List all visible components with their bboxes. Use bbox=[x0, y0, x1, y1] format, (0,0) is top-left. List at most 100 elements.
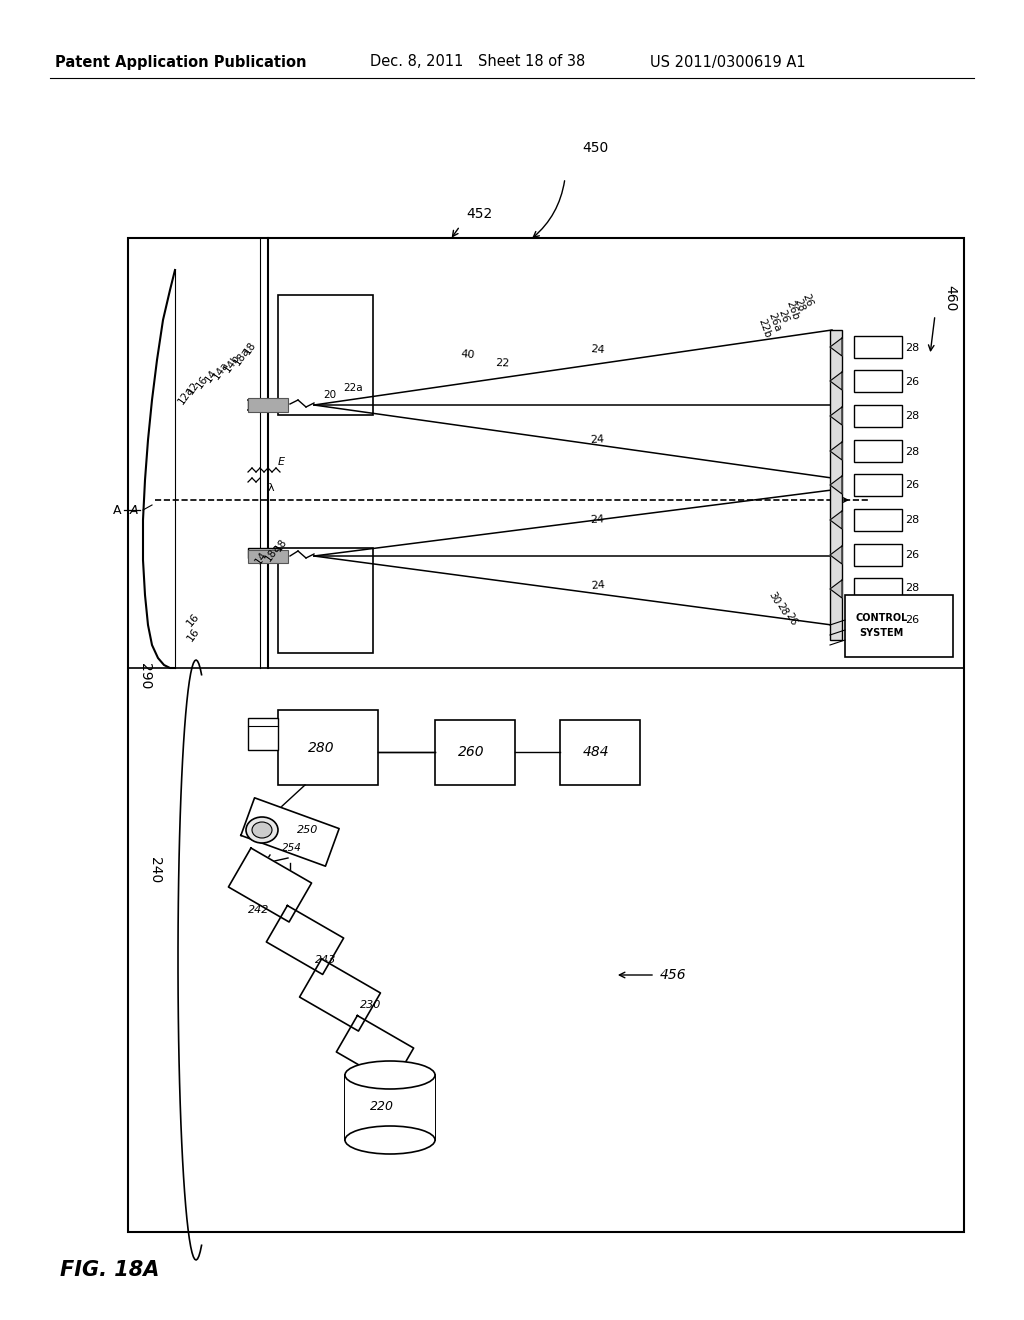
Text: E: E bbox=[278, 457, 285, 467]
Text: FIG. 18A: FIG. 18A bbox=[60, 1261, 160, 1280]
Polygon shape bbox=[830, 477, 842, 494]
Polygon shape bbox=[241, 797, 339, 866]
Text: 26: 26 bbox=[800, 292, 814, 308]
Text: 26: 26 bbox=[905, 615, 920, 624]
Text: 24: 24 bbox=[590, 434, 605, 445]
Text: CONTROL: CONTROL bbox=[855, 612, 907, 623]
Text: A: A bbox=[113, 503, 122, 516]
Text: 14b: 14b bbox=[222, 352, 242, 374]
Bar bbox=[248, 400, 280, 411]
Text: Dec. 8, 2011: Dec. 8, 2011 bbox=[370, 54, 464, 70]
Bar bbox=[854, 440, 902, 462]
Bar bbox=[560, 719, 640, 785]
Ellipse shape bbox=[345, 1126, 435, 1154]
Bar bbox=[248, 548, 280, 558]
Bar bbox=[345, 1074, 435, 1140]
Text: Sheet 18 of 38: Sheet 18 of 38 bbox=[478, 54, 586, 70]
Polygon shape bbox=[300, 958, 381, 1031]
Bar bbox=[278, 548, 373, 653]
Text: 18a: 18a bbox=[232, 345, 252, 367]
Polygon shape bbox=[266, 906, 344, 974]
Bar bbox=[845, 595, 953, 657]
Text: SYSTEM: SYSTEM bbox=[859, 628, 903, 638]
Text: 24: 24 bbox=[590, 579, 605, 590]
Polygon shape bbox=[830, 407, 842, 425]
Bar bbox=[854, 370, 902, 392]
Bar bbox=[854, 612, 902, 634]
Text: 22a: 22a bbox=[343, 383, 362, 393]
Text: 28: 28 bbox=[905, 447, 920, 457]
Text: 290: 290 bbox=[138, 663, 152, 689]
Polygon shape bbox=[830, 511, 842, 529]
Bar bbox=[435, 719, 515, 785]
Polygon shape bbox=[830, 338, 842, 356]
Text: 26: 26 bbox=[776, 308, 790, 323]
Bar bbox=[278, 294, 373, 414]
Text: 16: 16 bbox=[185, 627, 202, 644]
Text: 26: 26 bbox=[905, 550, 920, 560]
Text: λ: λ bbox=[268, 483, 274, 492]
Text: 28: 28 bbox=[905, 411, 920, 421]
Polygon shape bbox=[228, 847, 311, 921]
Ellipse shape bbox=[345, 1061, 435, 1089]
Text: 28: 28 bbox=[905, 343, 920, 352]
Text: 26: 26 bbox=[905, 480, 920, 490]
Text: 28: 28 bbox=[792, 297, 806, 313]
Text: 22: 22 bbox=[495, 358, 510, 368]
Text: 24: 24 bbox=[590, 515, 605, 525]
Text: 28: 28 bbox=[905, 515, 920, 525]
Bar bbox=[854, 544, 902, 566]
Text: 16: 16 bbox=[185, 611, 202, 628]
Text: 24: 24 bbox=[590, 345, 605, 355]
Polygon shape bbox=[830, 546, 842, 564]
Text: 220: 220 bbox=[370, 1101, 394, 1114]
Bar bbox=[854, 510, 902, 531]
Text: 14a: 14a bbox=[211, 359, 230, 381]
Text: 18a: 18a bbox=[263, 541, 283, 562]
Text: 230: 230 bbox=[360, 1001, 381, 1010]
Bar bbox=[248, 399, 288, 412]
Text: 26a: 26a bbox=[766, 312, 782, 333]
Ellipse shape bbox=[246, 817, 278, 843]
Text: 242: 242 bbox=[248, 906, 269, 915]
Text: 22b: 22b bbox=[756, 317, 772, 339]
Bar bbox=[854, 578, 902, 601]
Text: A: A bbox=[130, 503, 138, 516]
Bar bbox=[830, 330, 842, 640]
Text: 484: 484 bbox=[583, 744, 609, 759]
Text: 460: 460 bbox=[943, 285, 957, 312]
Text: 28: 28 bbox=[905, 583, 920, 593]
Ellipse shape bbox=[252, 822, 272, 838]
Text: 28: 28 bbox=[775, 601, 791, 618]
Text: 20: 20 bbox=[323, 389, 336, 400]
Text: Patent Application Publication: Patent Application Publication bbox=[55, 54, 306, 70]
Bar bbox=[854, 474, 902, 496]
Text: 40: 40 bbox=[460, 350, 475, 360]
Polygon shape bbox=[830, 442, 842, 459]
Text: 452: 452 bbox=[466, 207, 493, 220]
Text: 26: 26 bbox=[905, 378, 920, 387]
Text: 12: 12 bbox=[185, 380, 201, 396]
Polygon shape bbox=[830, 579, 842, 598]
Polygon shape bbox=[336, 1015, 414, 1085]
Bar bbox=[248, 718, 278, 750]
Text: 14: 14 bbox=[203, 368, 219, 384]
Text: 240: 240 bbox=[148, 857, 162, 883]
Text: 450: 450 bbox=[582, 141, 608, 154]
Bar bbox=[854, 405, 902, 426]
Text: 254: 254 bbox=[282, 843, 302, 853]
Text: 18: 18 bbox=[242, 339, 258, 356]
Polygon shape bbox=[830, 372, 842, 389]
Text: 456: 456 bbox=[660, 968, 687, 982]
Text: 280: 280 bbox=[308, 741, 335, 755]
Bar bbox=[854, 337, 902, 358]
Text: 260: 260 bbox=[458, 744, 484, 759]
Text: 243: 243 bbox=[315, 954, 336, 965]
Text: 26: 26 bbox=[784, 611, 800, 627]
Bar bbox=[128, 238, 964, 1232]
Text: 18: 18 bbox=[273, 537, 289, 553]
Text: 26b: 26b bbox=[784, 298, 800, 321]
Text: US 2011/0300619 A1: US 2011/0300619 A1 bbox=[650, 54, 806, 70]
Text: 16: 16 bbox=[194, 374, 210, 391]
Text: 30: 30 bbox=[766, 590, 781, 606]
